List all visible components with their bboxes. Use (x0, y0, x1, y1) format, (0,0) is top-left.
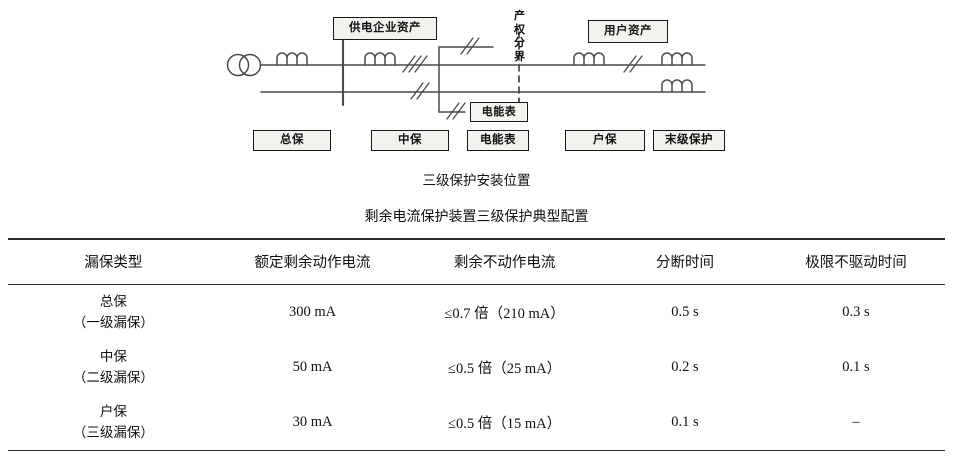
table-body: 总保 （一级漏保） 300 mA ≤0.7 倍（210 mA） 0.5 s 0.… (8, 284, 945, 451)
transformer-winding-2 (238, 53, 262, 77)
break-mark-lower-left (410, 82, 430, 100)
cell-type: 总保 （一级漏保） (8, 284, 219, 340)
label-utility-asset: 供电企业资产 (333, 17, 437, 40)
boundary-char-4: 界 (514, 50, 525, 63)
protection-config-table: 漏保类型 额定剩余动作电流 剩余不动作电流 分断时间 极限不驱动时间 总保 （一… (8, 238, 945, 451)
label-ownership-boundary: 产 权 分 界 (513, 10, 526, 64)
type-sub: （二级漏保） (72, 369, 154, 385)
boundary-char-2: 权 (514, 23, 525, 36)
col-header-limittime: 极限不驱动时间 (766, 238, 945, 285)
cell-limittime: – (766, 395, 945, 451)
col-header-breaking: 分断时间 (602, 238, 767, 285)
table-row: 户保 （三级漏保） 30 mA ≤0.5 倍（15 mA） 0.1 s – (8, 395, 945, 451)
coil-moji-upper (661, 52, 693, 66)
table-head: 漏保类型 额定剩余动作电流 剩余不动作电流 分断时间 极限不驱动时间 (8, 238, 945, 285)
cell-rated: 30 mA (218, 395, 407, 451)
break-mark-meter-bottom (446, 102, 466, 120)
device-box-hubao: 户保 (565, 130, 645, 151)
label-user-asset: 用户资产 (588, 20, 668, 43)
cell-rated: 50 mA (292, 359, 333, 375)
type-main: 户保 (99, 403, 127, 419)
coil-zhongbao-lower (364, 52, 396, 66)
break-mark-after-hubao (623, 55, 643, 73)
table-caption: 剩余电流保护装置三级保护典型配置 (364, 208, 589, 224)
type-sub: （三级漏保） (72, 424, 154, 440)
col-header-type: 漏保类型 (8, 238, 219, 285)
table-row: 总保 （一级漏保） 300 mA ≤0.7 倍（210 mA） 0.5 s 0.… (8, 284, 945, 340)
cell-type: 户保 （三级漏保） (8, 395, 219, 451)
coil-hubao (573, 52, 605, 66)
cell-breaking: 0.2 s (671, 359, 699, 375)
transformer-winding-1 (226, 53, 250, 77)
label-meter-inline: 电能表 (470, 102, 528, 122)
cell-nonop: ≤0.7 倍（210 mA） (406, 284, 603, 340)
boundary-char-1: 产 (514, 10, 525, 22)
device-box-zhongbao: 中保 (371, 130, 449, 151)
coil-moji-lower (661, 79, 693, 93)
col-header-rated: 额定剩余动作电流 (218, 238, 407, 285)
protection-config-table-wrap: 漏保类型 额定剩余动作电流 剩余不动作电流 分断时间 极限不驱动时间 总保 （一… (8, 238, 945, 451)
type-sub: （一级漏保） (72, 314, 154, 330)
cell-limittime: 0.3 s (766, 284, 945, 340)
protection-layout-diagram: 供电企业资产 用户资产 电能表 产 权 分 界 总保 中保 电能表 户保 末级保… (225, 2, 730, 160)
break-mark-meter-top (460, 37, 480, 55)
cell-limittime: 0.1 s (842, 359, 870, 375)
cell-breaking: 0.5 s (602, 284, 767, 340)
table-row: 中保 （二级漏保） 50 mA ≤0.5 倍（25 mA） 0.2 s 0.1 … (8, 340, 945, 395)
coil-zongbao (276, 52, 308, 66)
figure-caption: 三级保护安装位置 (422, 173, 531, 188)
cell-nonop: ≤0.5 倍（15 mA） (406, 395, 603, 451)
boundary-char-3: 分 (514, 37, 525, 49)
device-box-dianneng: 电能表 (467, 130, 529, 151)
device-box-mojibaohu: 末级保护 (653, 130, 725, 151)
type-main: 总保 (99, 293, 127, 309)
cell-breaking: 0.1 s (602, 395, 767, 451)
table-header-row: 漏保类型 额定剩余动作电流 剩余不动作电流 分断时间 极限不驱动时间 (8, 238, 945, 285)
cell-nonop: ≤0.5 倍（25 mA） (448, 361, 562, 377)
break-marks-three (402, 55, 428, 73)
type-main: 中保 (99, 348, 127, 364)
cell-type: 中保 （二级漏保） (8, 340, 219, 395)
col-header-nonop: 剩余不动作电流 (406, 238, 603, 285)
device-box-zongbao: 总保 (253, 130, 331, 151)
cell-rated: 300 mA (218, 284, 407, 340)
